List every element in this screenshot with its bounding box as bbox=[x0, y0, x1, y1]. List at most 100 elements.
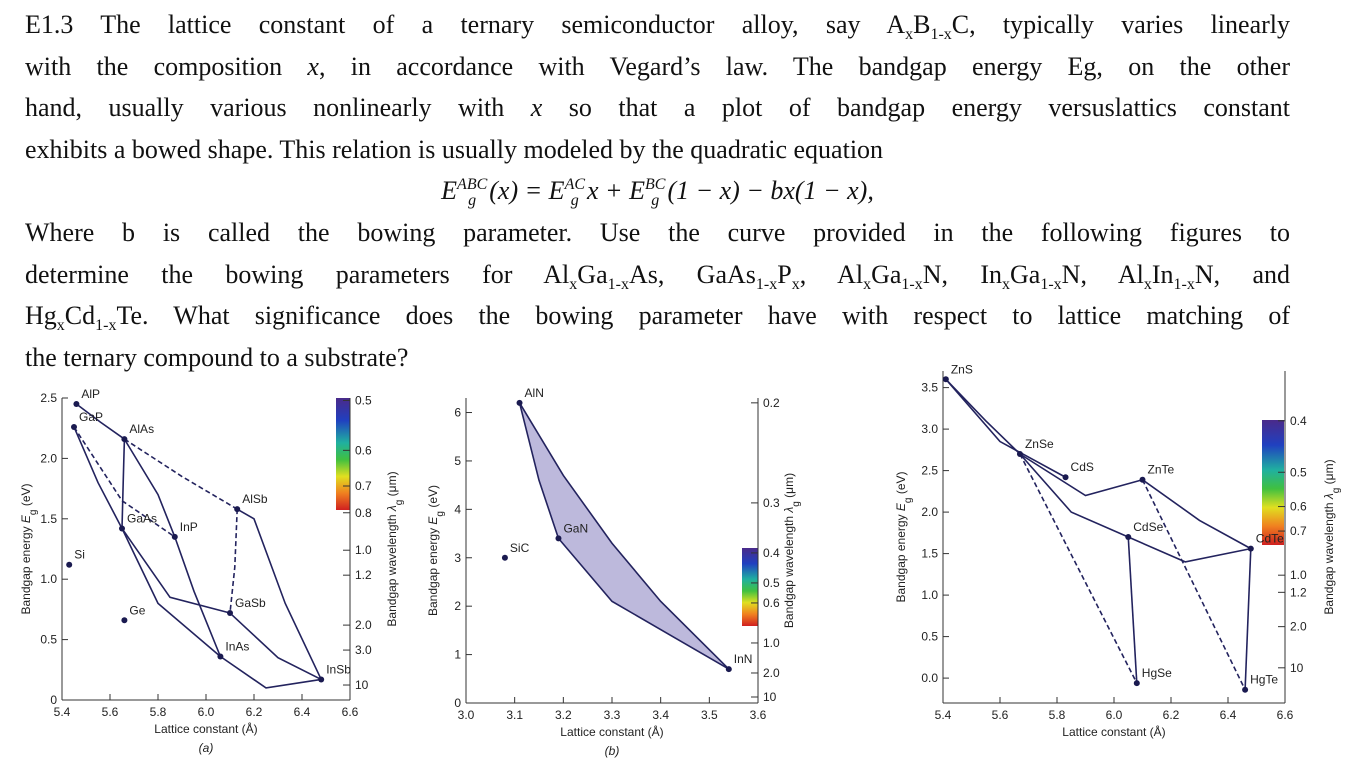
y-tick-label: 0.0 bbox=[921, 671, 938, 685]
y-tick-label: 6 bbox=[454, 406, 461, 420]
text-run: hand, usually various nonlinearly with bbox=[25, 93, 531, 123]
text-line: E1.3 The lattice constant of a ternary s… bbox=[25, 4, 1290, 46]
y-tick-label: 0 bbox=[454, 696, 461, 710]
x-tick-label: 6.4 bbox=[294, 705, 311, 719]
subscript: g bbox=[791, 501, 802, 507]
script-stack: BC g bbox=[645, 177, 665, 209]
data-point bbox=[227, 610, 233, 617]
script-stack: AC g bbox=[565, 177, 585, 209]
data-point bbox=[1247, 545, 1254, 552]
point-label: CdS bbox=[1071, 460, 1094, 474]
text-run: Bandgap energy bbox=[19, 523, 33, 614]
x-tick-label: 3.6 bbox=[750, 708, 767, 722]
text-run: , Al bbox=[799, 259, 864, 289]
data-point bbox=[234, 506, 241, 513]
text-run: In bbox=[1151, 259, 1174, 289]
y-tick-label: 2 bbox=[454, 599, 461, 613]
subscript: g bbox=[651, 192, 660, 210]
text-run: E bbox=[426, 516, 440, 525]
y2-tick-label: 0.4 bbox=[763, 546, 780, 560]
x-tick-label: 6.6 bbox=[1277, 708, 1294, 722]
curve bbox=[236, 508, 322, 680]
color-bar bbox=[336, 398, 350, 510]
text-run: (1 − x) − bx(1 − x), bbox=[667, 176, 874, 206]
y2-tick-label: 2.0 bbox=[1290, 620, 1307, 634]
data-point bbox=[121, 436, 128, 443]
text-run: Bandgap energy bbox=[894, 511, 908, 602]
color-bar bbox=[742, 548, 758, 626]
text-run: (eV) bbox=[426, 485, 440, 511]
y-axis-label: Bandgap energy Eg (eV) bbox=[426, 485, 446, 616]
figure-caption: (b) bbox=[605, 744, 620, 758]
subscript: 1-x bbox=[95, 317, 117, 335]
data-point bbox=[66, 561, 73, 568]
text-run: Hg bbox=[25, 301, 57, 331]
text-run: Where b is called the bowing parameter. … bbox=[25, 217, 1290, 247]
subscript: x bbox=[1143, 275, 1152, 293]
y-tick-label: 3.0 bbox=[921, 422, 938, 436]
curve bbox=[121, 528, 231, 614]
point-label: HgSe bbox=[1142, 666, 1172, 680]
text-run: E1.3 The lattice constant of a ternary s… bbox=[25, 10, 906, 39]
text-run: (μm) bbox=[1322, 459, 1336, 487]
text-line: HgxCd1-xTe. What significance does the b… bbox=[25, 295, 1290, 337]
y-tick-label: 1 bbox=[454, 648, 461, 662]
curve bbox=[73, 426, 123, 529]
superscript: BC bbox=[644, 176, 666, 194]
point-label: HgTe bbox=[1250, 673, 1278, 687]
text-line: Where b is called the bowing parameter. … bbox=[25, 212, 1290, 254]
point-label: AlP bbox=[81, 387, 100, 401]
text-run: Ga bbox=[577, 259, 608, 289]
curve bbox=[1019, 453, 1138, 684]
text-run: N, Al bbox=[1061, 259, 1144, 289]
x-tick-label: 3.2 bbox=[555, 708, 572, 722]
y-tick-label: 4 bbox=[454, 502, 461, 516]
y2-axis-label: Bandgap wavelength λg (μm) bbox=[782, 473, 802, 628]
y2-tick-label: 0.6 bbox=[1290, 500, 1307, 514]
subscript: 1-x bbox=[1040, 275, 1062, 293]
curve bbox=[1127, 536, 1138, 684]
curve bbox=[75, 403, 125, 440]
point-label: CdSe bbox=[1133, 520, 1163, 534]
text-run: (x) = E bbox=[489, 176, 565, 206]
y2-tick-label: 1.0 bbox=[1290, 568, 1307, 582]
x-axis-label: Lattice constant (Å) bbox=[154, 721, 257, 736]
y2-tick-label: 10 bbox=[763, 690, 777, 704]
text-run: E bbox=[894, 502, 908, 511]
data-point bbox=[942, 376, 949, 383]
text-line: with the composition x, in accordance wi… bbox=[25, 46, 1290, 88]
data-point bbox=[121, 617, 128, 624]
subscript: g bbox=[468, 192, 477, 210]
y-tick-label: 2.0 bbox=[40, 451, 57, 465]
y-tick-label: 2.0 bbox=[921, 505, 938, 519]
text-run: x bbox=[530, 93, 543, 123]
data-point bbox=[1016, 451, 1023, 457]
text-line: exhibits a bowed shape. This relation is… bbox=[25, 129, 1290, 171]
point-label: AlSb bbox=[242, 492, 268, 506]
y2-tick-label: 0.8 bbox=[355, 506, 372, 520]
point-label: InN bbox=[734, 652, 753, 666]
y2-tick-label: 1.0 bbox=[763, 636, 780, 650]
data-point bbox=[73, 401, 80, 408]
shaded-area bbox=[519, 402, 729, 670]
point-label: SiC bbox=[510, 541, 530, 555]
point-label: InP bbox=[180, 520, 198, 534]
x-tick-label: 3.4 bbox=[652, 708, 669, 722]
curve bbox=[121, 439, 126, 529]
x-tick-label: 5.6 bbox=[992, 708, 1009, 722]
curve bbox=[945, 378, 1021, 455]
data-point bbox=[516, 399, 523, 406]
y-tick-label: 3.5 bbox=[921, 381, 938, 395]
y2-tick-label: 0.7 bbox=[1290, 524, 1307, 538]
x-tick-label: 6.0 bbox=[198, 705, 215, 719]
script-stack: ABC g bbox=[457, 177, 487, 209]
x-tick-label: 3.1 bbox=[506, 708, 523, 722]
y2-tick-label: 0.2 bbox=[763, 396, 780, 410]
color-bar bbox=[1262, 420, 1284, 545]
problem-text: E1.3 The lattice constant of a ternary s… bbox=[25, 4, 1290, 378]
point-label: GaN bbox=[563, 521, 588, 535]
text-run: P bbox=[777, 259, 792, 289]
data-point bbox=[171, 533, 178, 540]
curve bbox=[123, 438, 238, 510]
text-run: Bandgap wavelength bbox=[782, 513, 796, 628]
